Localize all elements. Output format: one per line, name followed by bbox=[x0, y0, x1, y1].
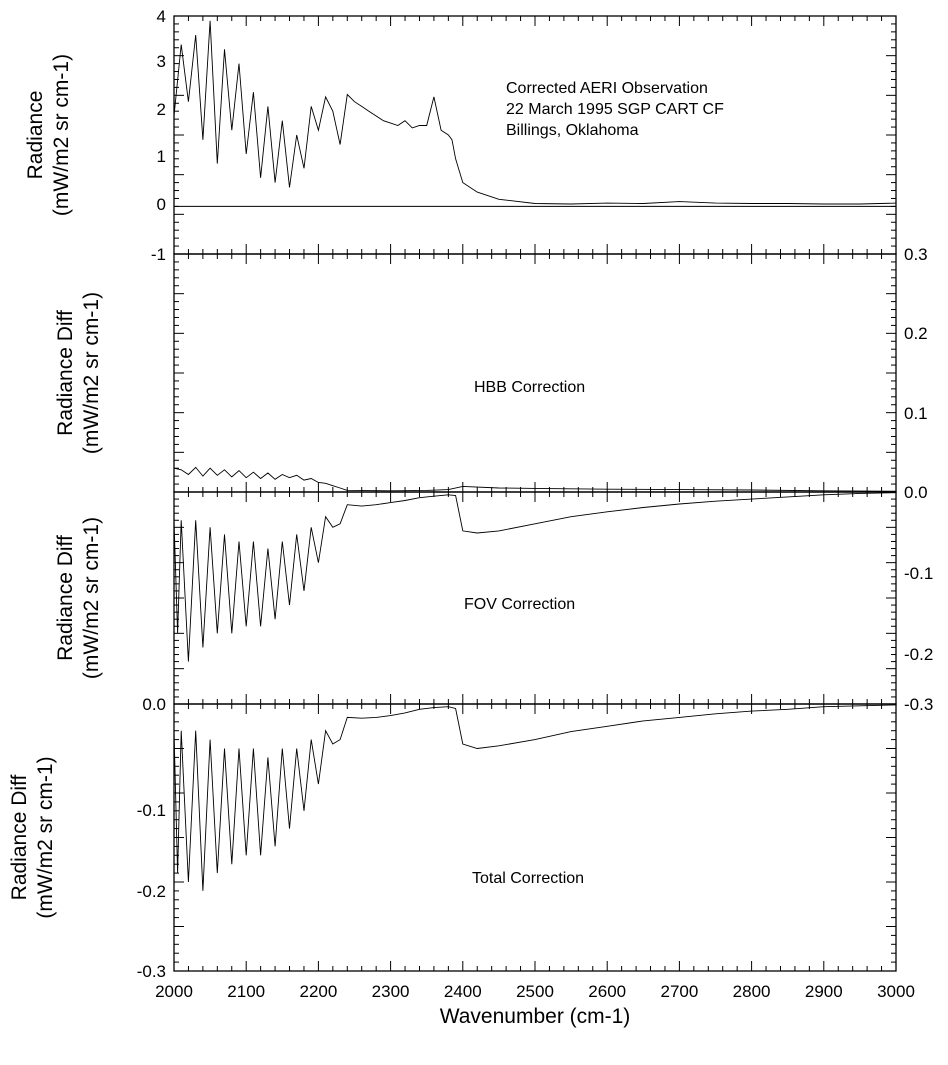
x-tick-label: 2900 bbox=[805, 982, 843, 1001]
observation-ytick-label-left: 3 bbox=[157, 52, 166, 71]
fov-series-line bbox=[173, 492, 897, 662]
observation-annotation: Billings, Oklahoma bbox=[506, 122, 639, 139]
x-tick-label: 2300 bbox=[372, 982, 410, 1001]
observation-annotation: Corrected AERI Observation bbox=[506, 80, 708, 97]
total-ylabel-line1: Radiance Diff bbox=[8, 774, 31, 900]
x-tick-label: 2000 bbox=[155, 982, 193, 1001]
hbb-ytick-label-right: 0.2 bbox=[904, 324, 928, 343]
hbb-ylabel-line2: (mW/m2 sr cm-1) bbox=[80, 292, 103, 454]
hbb-series-line bbox=[173, 466, 897, 492]
total-annotation: Total Correction bbox=[472, 870, 584, 887]
hbb-ylabel-line1: Radiance Diff bbox=[54, 310, 77, 436]
observation-ytick-label-left: 0 bbox=[157, 195, 166, 214]
observation-ytick-label-left: -1 bbox=[151, 245, 166, 264]
observation-series-line bbox=[173, 20, 897, 205]
x-tick-label: 2700 bbox=[660, 982, 698, 1001]
total-series-line bbox=[173, 704, 897, 891]
x-tick-label: 2800 bbox=[733, 982, 771, 1001]
total-ylabel-line2: (mW/m2 sr cm-1) bbox=[34, 756, 57, 918]
x-tick-label: 3000 bbox=[877, 982, 915, 1001]
observation-ytick-label-left: 1 bbox=[157, 147, 166, 166]
fov-ytick-label-right: -0.1 bbox=[904, 564, 933, 583]
x-tick-label: 2400 bbox=[444, 982, 482, 1001]
x-axis-label: Wavenumber (cm-1) bbox=[440, 1005, 631, 1028]
observation-ylabel-line2: (mW/m2 sr cm-1) bbox=[50, 54, 73, 216]
hbb-ytick-label-right: 0.3 bbox=[904, 245, 928, 264]
hbb-ytick-label-right: 0.0 bbox=[904, 483, 928, 502]
x-tick-label: 2100 bbox=[227, 982, 265, 1001]
hbb-annotation: HBB Correction bbox=[474, 379, 585, 396]
observation-ylabel-line1: Radiance bbox=[24, 91, 47, 180]
total-frame bbox=[173, 703, 897, 972]
observation-ytick-label-left: 2 bbox=[157, 100, 166, 119]
total-ytick-label-left: -0.3 bbox=[137, 962, 166, 981]
fov-ytick-label-right: -0.2 bbox=[904, 645, 933, 664]
x-tick-label: 2500 bbox=[516, 982, 554, 1001]
x-tick-label: 2600 bbox=[588, 982, 626, 1001]
hbb-ytick-label-right: 0.1 bbox=[904, 404, 928, 423]
fov-annotation: FOV Correction bbox=[464, 596, 575, 613]
observation-ytick-label-left: 4 bbox=[157, 7, 166, 26]
fov-ytick-label-left: 0.0 bbox=[142, 695, 166, 714]
fov-ytick-label-right: -0.3 bbox=[904, 695, 933, 714]
fov-ylabel-line2: (mW/m2 sr cm-1) bbox=[80, 517, 103, 679]
total-ytick-label-left: -0.2 bbox=[137, 882, 166, 901]
observation-annotation: 22 March 1995 SGP CART CF bbox=[506, 101, 724, 118]
fov-ylabel-line1: Radiance Diff bbox=[54, 535, 77, 661]
total-ytick-label-left: -0.1 bbox=[137, 801, 166, 820]
x-tick-label: 2200 bbox=[299, 982, 337, 1001]
hbb-frame bbox=[173, 253, 897, 493]
